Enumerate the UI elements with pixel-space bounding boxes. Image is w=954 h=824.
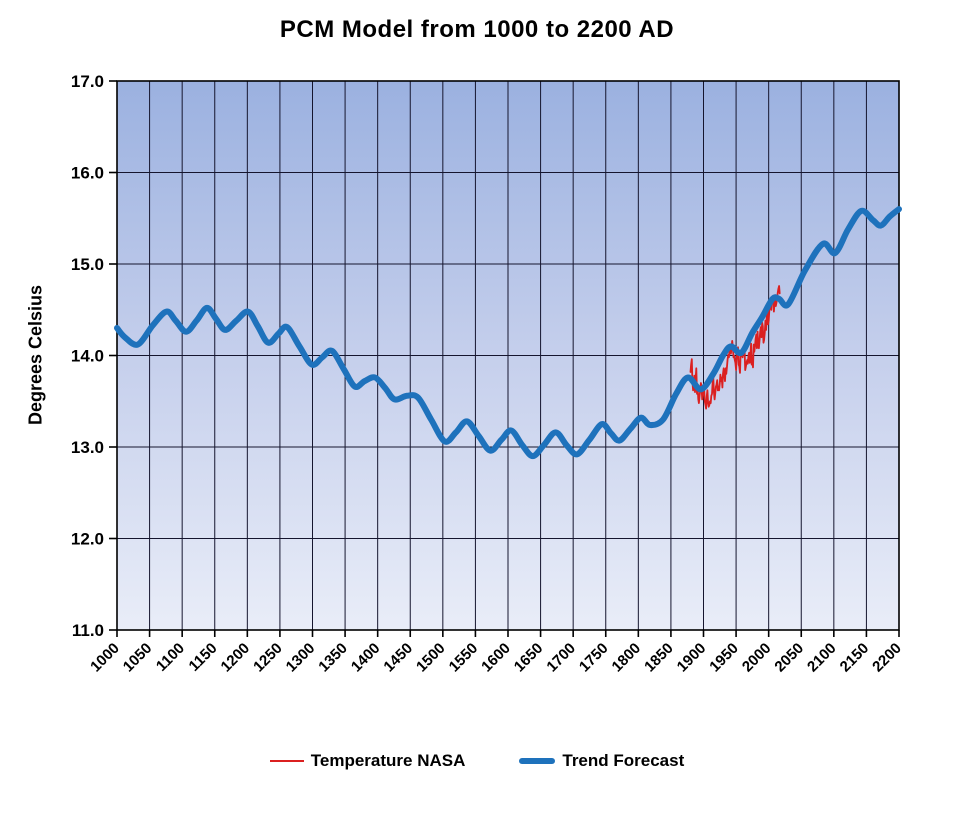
series-trend-forecast [114, 206, 902, 460]
legend: Temperature NASA Trend Forecast [0, 744, 954, 778]
x-tick-label: 1950 [706, 640, 742, 676]
legend-label-temperature-nasa: Temperature NASA [310, 751, 466, 770]
x-tick-label: 1450 [380, 640, 416, 676]
y-tick-label: 13.0 [71, 438, 104, 457]
x-tick-label: 1900 [674, 640, 710, 676]
x-tick-label: 1700 [543, 640, 579, 676]
x-tick-label: 1200 [218, 640, 254, 676]
x-tick-label: 1250 [250, 640, 286, 676]
x-tick-label: 1000 [87, 640, 123, 676]
x-tick-label: 2200 [869, 640, 905, 676]
x-tick-label: 1300 [283, 640, 319, 676]
y-tick-label: 15.0 [71, 255, 104, 274]
legend-label-trend-forecast: Trend Forecast [562, 751, 685, 770]
x-tick-label: 1800 [609, 640, 645, 676]
legend-item-trend-forecast: Trend Forecast [519, 751, 684, 771]
y-tick-label: 16.0 [71, 164, 104, 183]
x-tick-label: 1550 [446, 640, 482, 676]
x-tick-label: 1600 [478, 640, 514, 676]
x-tick-label: 1350 [315, 640, 351, 676]
series-temperature-nasa [689, 285, 781, 410]
x-tick-label: 1850 [641, 640, 677, 676]
y-tick-label: 12.0 [71, 530, 104, 549]
y-tick-label: 17.0 [71, 72, 104, 91]
x-tick-label: 2000 [739, 640, 775, 676]
x-tick-label: 2150 [837, 640, 873, 676]
chart-title: PCM Model from 1000 to 2200 AD [279, 16, 675, 43]
x-tick-label: 1500 [413, 640, 449, 676]
x-tick-label: 1100 [153, 640, 188, 675]
x-tick-label: 2100 [804, 640, 840, 676]
x-tick-label: 1650 [511, 640, 547, 676]
x-tick-label: 1150 [186, 640, 221, 675]
x-tick-label: 1400 [348, 640, 384, 676]
x-tick-label: 1750 [576, 640, 612, 676]
legend-item-temperature-nasa: Temperature NASA [269, 751, 466, 771]
x-tick-label: 2050 [771, 640, 807, 676]
y-tick-label: 11.0 [72, 621, 104, 640]
y-tick-label: 14.0 [71, 347, 104, 366]
nasa-series-swatch [269, 760, 304, 762]
trend-series-swatch [519, 758, 556, 764]
x-tick-label: 1050 [120, 640, 156, 676]
